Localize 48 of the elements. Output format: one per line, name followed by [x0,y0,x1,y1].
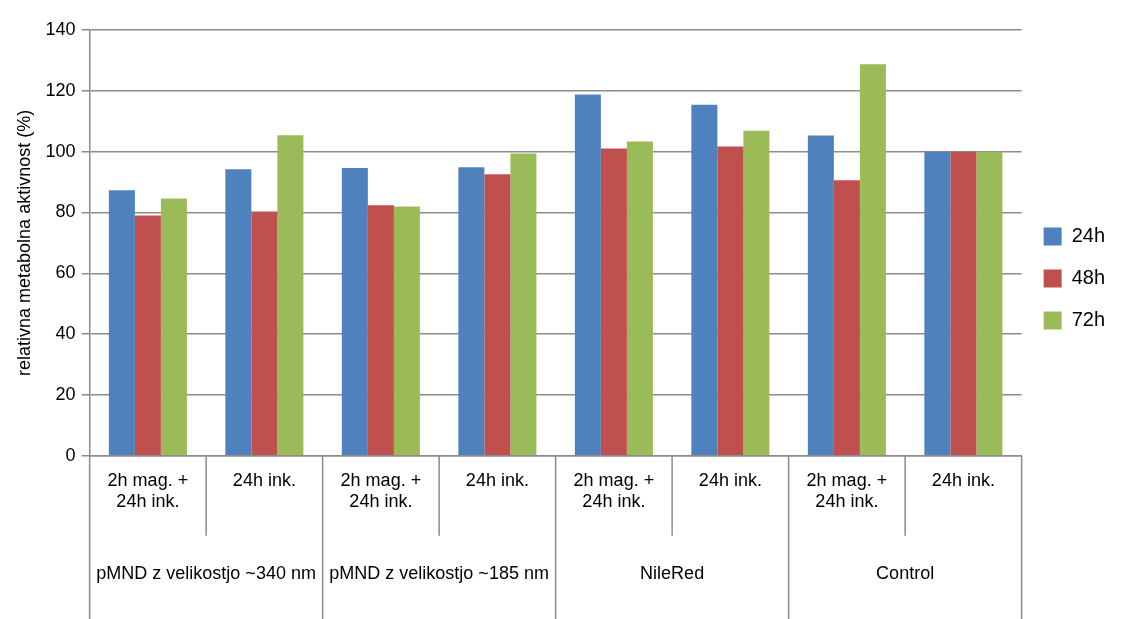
bar [950,151,977,456]
bar [807,135,834,456]
bar [717,146,744,456]
legend-label: 24h [1071,224,1106,247]
x-tick-label: 2h mag. + 24h ink. [107,469,189,512]
bar [484,174,511,456]
bar [626,141,653,456]
bar [393,206,420,456]
bar [574,94,601,456]
bar [367,205,394,456]
x-tick-label: 24h ink. [931,469,995,490]
bar [225,169,252,456]
bar [458,167,485,456]
bar [743,130,770,456]
y-tick-label: 0 [65,444,76,465]
y-tick-label: 40 [55,323,76,344]
bar [691,104,718,456]
y-tick-label: 80 [55,201,76,222]
x-tick-label: 2h mag. + 24h ink. [806,469,888,512]
text: pMND z velikostjo ~185 nm [329,562,549,583]
bar [134,215,161,456]
text: NileRed [640,562,705,583]
bar [108,190,135,456]
bar [341,168,368,456]
bar [160,198,187,456]
bar [924,151,951,456]
text: pMND z velikostjo ~340 nm [96,562,316,583]
y-tick-label: 100 [45,140,76,161]
bar [600,148,627,456]
bar [859,64,886,456]
bar [510,153,537,456]
y-tick-label: 120 [45,79,76,100]
y-tick-label: 140 [45,18,76,39]
text: Control [876,562,935,583]
x-tick-label: 2h mag. + 24h ink. [573,469,655,512]
y-tick-label: 60 [55,262,76,283]
bar [277,135,304,456]
legend-label: 48h [1071,266,1106,289]
y-axis-title: relativna metabolna aktivnost (%) [13,109,34,376]
x-tick-label: 2h mag. + 24h ink. [340,469,422,512]
bar [833,180,860,456]
x-tick-label: 24h ink. [465,469,529,490]
bar [251,211,278,456]
bar [976,151,1003,456]
legend-label: 72h [1071,308,1106,331]
x-tick-label: 24h ink. [698,469,762,490]
y-tick-label: 20 [55,383,76,404]
x-tick-label: 24h ink. [232,469,296,490]
